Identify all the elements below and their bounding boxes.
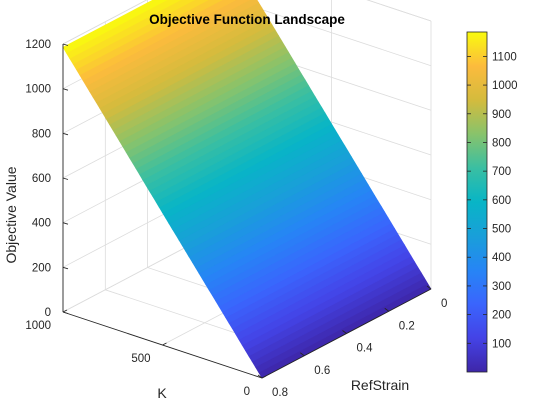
z-tick-label: 800 xyxy=(32,128,51,140)
z-tick-mark xyxy=(62,177,69,180)
z-tick-label: 1000 xyxy=(25,84,51,96)
y-tick-label: 500 xyxy=(131,353,150,365)
z-tick-label: 400 xyxy=(32,218,51,230)
z-axis-label: Objective Value xyxy=(3,166,19,263)
surface-strip xyxy=(85,0,259,92)
colorbar-tick-label: 100 xyxy=(492,338,511,350)
colorbar-tick-label: 1100 xyxy=(492,51,517,63)
x-tick-mark xyxy=(257,374,263,379)
z-tick-label: 1200 xyxy=(25,39,51,51)
colorbar: 100 200 300 400 500 600 700 800 900 1000 1100 xyxy=(466,31,518,373)
z-tick-mark xyxy=(62,132,69,136)
colorbar-tick-label: 900 xyxy=(492,109,511,121)
x-tick-mark xyxy=(426,285,432,290)
y-tick-mark xyxy=(62,309,68,313)
x-tick-mark xyxy=(342,330,347,334)
z-tick-mark xyxy=(62,43,69,46)
x-tick-label: 0.4 xyxy=(357,343,374,355)
y-tick-mark xyxy=(162,342,167,346)
colorbar-tick-label: 400 xyxy=(492,252,511,264)
x-tick-label: 0 xyxy=(441,298,447,310)
colorbar-gradient xyxy=(466,31,488,373)
z-tick-mark xyxy=(62,266,69,270)
colorbar-tick-label: 200 xyxy=(492,310,511,322)
y-tick-mark xyxy=(261,375,267,379)
z-tick-mark xyxy=(62,222,69,225)
z-tick-label: 0 xyxy=(45,307,51,319)
z-tick-mark xyxy=(62,311,69,314)
y-tick-label: 0 xyxy=(244,386,250,398)
surface-strip xyxy=(72,0,209,70)
y-axis-label: K xyxy=(157,385,167,401)
colorbar-tick-label: 600 xyxy=(492,195,511,207)
surface-strip xyxy=(79,0,237,81)
x-tick-mark xyxy=(384,307,390,312)
surface-strip xyxy=(69,0,195,65)
z-tick-label: 200 xyxy=(32,262,51,274)
colorbar-tick-label: 500 xyxy=(492,224,511,236)
tick-labels: 0200400600800100012000500100000.20.40.60… xyxy=(25,39,447,399)
colorbar-tick-label: 800 xyxy=(492,137,511,149)
z-tick-mark xyxy=(62,88,69,91)
axes-lines xyxy=(62,43,432,379)
y-tick-label: 1000 xyxy=(25,320,51,332)
z-tick-label: 600 xyxy=(32,173,51,185)
x-axis-label: RefStrain xyxy=(351,377,409,393)
colorbar-tick-label: 700 xyxy=(492,166,511,178)
surface-strip xyxy=(62,0,168,54)
chart-title: Objective Function Landscape xyxy=(149,12,345,27)
x-tick-label: 0.2 xyxy=(399,320,415,332)
x-tick-mark xyxy=(299,352,305,357)
x-tick-label: 0.6 xyxy=(314,365,330,377)
colorbar-tick-label: 300 xyxy=(492,281,511,293)
surface-strip xyxy=(82,0,250,87)
surface-strip xyxy=(65,0,182,59)
box-top-back xyxy=(62,0,432,45)
surface-strip xyxy=(75,0,223,76)
colorbar-tick-label: 1000 xyxy=(492,80,518,92)
x-tick-label: 0.8 xyxy=(272,387,288,399)
surface-plot xyxy=(62,0,432,379)
